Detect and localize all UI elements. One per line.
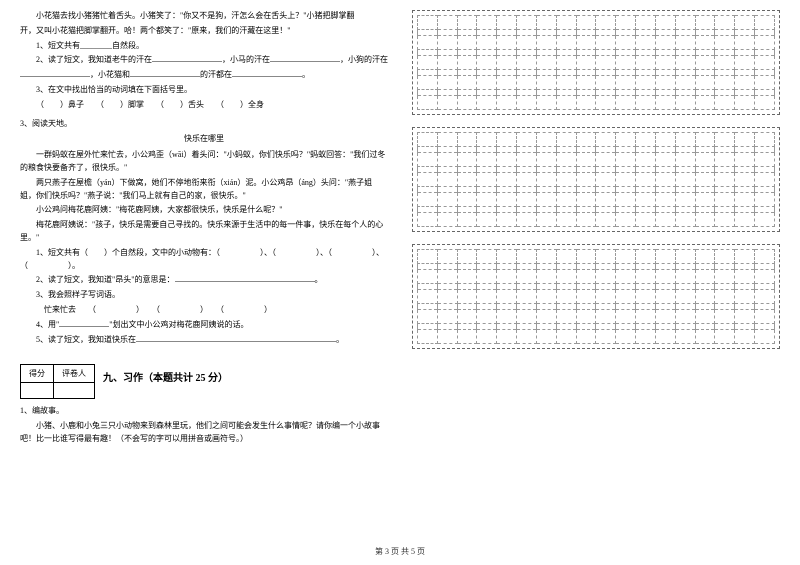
q4-a: 4、用": [36, 320, 59, 329]
passage1-q2-line2: ，小花猫和 的汗都在 。: [20, 69, 388, 82]
section9-title: 九、习作（本题共计 25 分）: [103, 369, 228, 384]
passage2-p4: 梅花鹿阿姨说："孩子，快乐是需要自己寻找的。快乐来源于生活中的每一件事，快乐在每…: [20, 219, 388, 245]
passage2-p3: 小公鸡问梅花鹿阿姨："梅花鹿阿姨，大家都很快乐，快乐是什么呢？": [20, 204, 388, 217]
section9-header: 得分 评卷人 九、习作（本题共计 25 分）: [20, 354, 388, 399]
blank[interactable]: [20, 76, 90, 77]
q2-text-d: ，小花猫和: [90, 70, 130, 79]
q2-text-b: ，小马的汗在: [222, 55, 270, 64]
q5-a: 5、读了短文，我知道快乐在: [36, 335, 136, 344]
q2-label: 2、读了短文，我知道"昂头"的意思是：: [36, 275, 175, 284]
writing-prompt: 小猪、小鹿和小兔三只小动物来到森林里玩，他们之间可能会发生什么事情呢？请你编一个…: [20, 420, 388, 446]
passage2-title: 快乐在哪里: [20, 133, 388, 146]
score-table: 得分 评卷人: [20, 364, 95, 399]
reading3-label: 3、阅读天地。: [20, 118, 388, 131]
score-cell[interactable]: [21, 383, 54, 399]
passage1-q2: 2、读了短文，我知道老牛的汗在 ，小马的汗在 ，小狗的汗在: [20, 54, 388, 67]
writing-label: 1、编故事。: [20, 405, 388, 418]
passage1-q1: 1、短文共有________自然段。: [20, 40, 388, 53]
passage2-p2: 两只燕子在屋檐（yán）下做窝，她们不停地衔来衔（xián）泥。小公鸡昂（áng…: [20, 177, 388, 203]
passage1-q3: 3、在文中找出恰当的动词填在下面括号里。: [20, 84, 388, 97]
writing-grid-3[interactable]: [412, 244, 780, 349]
blank[interactable]: [232, 76, 302, 77]
grid-table: [417, 132, 775, 227]
q2-text-e: 的汗都在: [200, 70, 232, 79]
passage2-q1: 1、短文共有（ ）个自然段，文中的小动物有：（ ）、（ ）、（ ）、（ ）。: [20, 247, 388, 273]
blank[interactable]: [175, 281, 315, 282]
grid-table: [417, 249, 775, 344]
blank[interactable]: [270, 61, 340, 62]
grid-table: [417, 15, 775, 110]
page-footer: 第 3 页 共 5 页: [0, 546, 800, 557]
blank[interactable]: [130, 76, 200, 77]
passage2-q3-ex: 忙来忙去 （ ） （ ） （ ）: [20, 304, 388, 317]
q2-text-c: ，小狗的汗在: [340, 55, 388, 64]
passage2-q5: 5、读了短文，我知道快乐在 。: [20, 334, 388, 347]
passage2-q2: 2、读了短文，我知道"昂头"的意思是： 。: [20, 274, 388, 287]
writing-grid-1[interactable]: [412, 10, 780, 115]
passage2-q4: 4、用" "划出文中小公鸡对梅花鹿阿姨说的话。: [20, 319, 388, 332]
left-column: 小花猫去找小猪猪忙着舌头。小猪笑了："你又不是狗，汗怎么会在舌头上？"小猪把脚掌…: [20, 10, 400, 448]
right-column: [400, 10, 780, 448]
passage2-p1: 一群蚂蚁在屋外忙来忙去，小公鸡歪（wāi）着头问："小蚂蚁，你们快乐吗？"蚂蚁回…: [20, 149, 388, 175]
blank[interactable]: [136, 341, 336, 342]
passage2-q3: 3、我会照样子写词语。: [20, 289, 388, 302]
score-col1: 得分: [21, 365, 54, 383]
score-col2: 评卷人: [54, 365, 95, 383]
grader-cell[interactable]: [54, 383, 95, 399]
q2-text-a: 2、读了短文，我知道老牛的汗在: [36, 55, 152, 64]
blank[interactable]: [59, 326, 109, 327]
passage1-p1: 小花猫去找小猪猪忙着舌头。小猪笑了："你又不是狗，汗怎么会在舌头上？"小猪把脚掌…: [20, 10, 388, 23]
q5-b: 。: [336, 335, 344, 344]
passage1-p2: 开，又叫小花猫把脚掌翻开。哈！两个都笑了："原来，我们的汗藏在这里！": [20, 25, 388, 38]
blank[interactable]: [152, 61, 222, 62]
q2-text-f: 。: [302, 70, 310, 79]
passage1-q3-opts: （ ）鼻子 （ ）脚掌 （ ）舌头 （ ）全身: [20, 99, 388, 112]
q4-b: "划出文中小公鸡对梅花鹿阿姨说的话。: [109, 320, 248, 329]
writing-grid-2[interactable]: [412, 127, 780, 232]
q2-end: 。: [315, 275, 323, 284]
